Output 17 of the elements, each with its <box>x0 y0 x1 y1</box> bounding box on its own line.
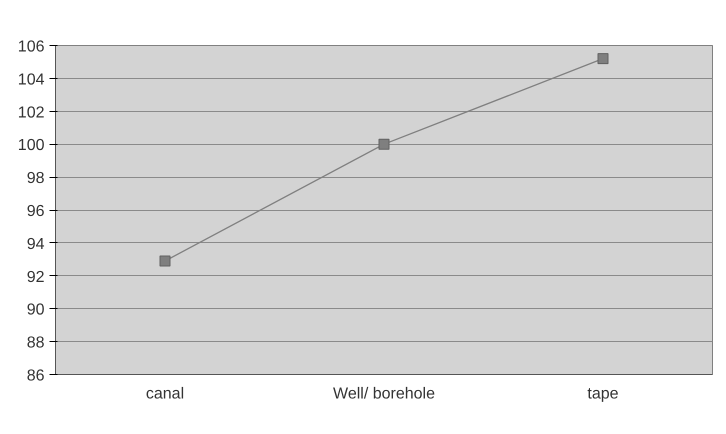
point <box>378 138 390 150</box>
y-tick-label: 94 <box>26 236 45 253</box>
y-tick-label: 100 <box>18 137 45 154</box>
x-tick-label: Well/ borehole <box>333 386 436 402</box>
x-tick-label: tape <box>587 386 619 402</box>
point <box>598 53 608 64</box>
y-tick-label: 88 <box>26 334 45 352</box>
y-tick-label: 104 <box>18 71 45 88</box>
y-tick-label: 102 <box>18 104 45 122</box>
y-tick-label: 106 <box>18 38 45 56</box>
y-tick-label: 98 <box>26 170 45 188</box>
y-tick-label: 92 <box>26 268 45 286</box>
y-tick-label: 86 <box>26 368 45 384</box>
y-tick-label: 90 <box>26 302 45 319</box>
x-tick-label: canal <box>146 386 184 402</box>
y-tick-label: 96 <box>26 203 45 220</box>
point <box>160 255 170 266</box>
